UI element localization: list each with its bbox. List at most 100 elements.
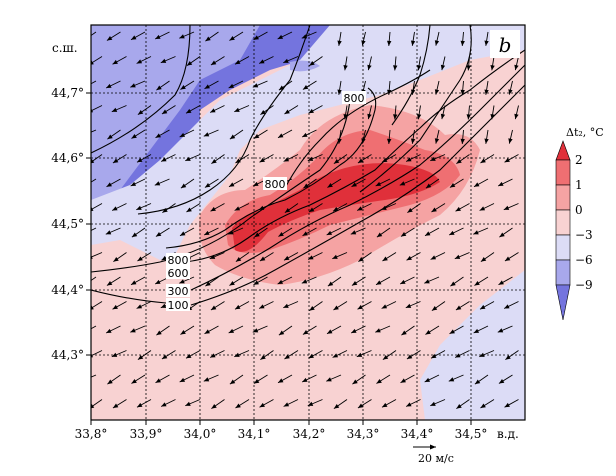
wind-vector-head (333, 159, 340, 164)
wind-vector-head (107, 379, 113, 385)
wind-vector-head (357, 206, 363, 211)
wind-vector-head (350, 230, 357, 235)
wind-vector-head (131, 378, 137, 384)
contour-label-600: 600 (168, 267, 189, 280)
lat-tick-label: 44,4° (51, 283, 84, 297)
wind-vector-head (393, 65, 398, 71)
cold-zone-mid (91, 25, 260, 205)
colorbar-band (555, 159, 571, 186)
wind-vector-head (235, 257, 242, 262)
colorbar-top-triangle (555, 140, 571, 161)
wind-vector-head (91, 404, 95, 409)
wind-vector-head (375, 328, 381, 333)
wind-vector-head (277, 279, 284, 285)
colorbar-level-label: −3 (575, 228, 593, 242)
colorbar-band (555, 259, 571, 286)
contour-label-300: 300 (168, 285, 189, 298)
wind-vector-head (252, 83, 259, 88)
wind-vector (91, 178, 97, 183)
wind-vector-head (111, 352, 118, 357)
wind-vector-head (434, 40, 440, 46)
wind-vector-head (326, 230, 333, 236)
wind-vector-head (375, 181, 382, 187)
colorbar-level-label: −6 (575, 253, 593, 267)
panel-label: b (499, 33, 512, 57)
wind-vector (91, 276, 97, 282)
wind-vector-head (474, 379, 481, 385)
wind-vector-head (351, 280, 358, 286)
wind-vector-head (406, 255, 412, 261)
wind-vector (91, 227, 97, 231)
wind-vector-head (82, 231, 87, 235)
wind-vector-head (490, 65, 495, 71)
wind-vector-head (259, 157, 265, 163)
wind-vector-head (357, 403, 364, 408)
wind-vector-head (254, 232, 260, 238)
wind-vectors (82, 31, 519, 410)
wind-vector-head (228, 83, 235, 89)
wind-vector-head (449, 230, 455, 236)
wind-vector-head (234, 352, 240, 357)
cold-zone-southeast (420, 270, 525, 420)
wind-vector-head (91, 159, 95, 164)
vector-scale-label: 20 м/с (418, 452, 454, 465)
lon-ticks (90, 420, 472, 425)
lat-tick-label: 44,7° (51, 86, 84, 100)
wind-vector-head (484, 138, 489, 144)
wind-vector-head (449, 182, 456, 188)
wind-vector-head (376, 280, 382, 285)
wind-vector-head (111, 107, 118, 112)
colorbar-level-label: −9 (575, 278, 593, 292)
wind-vector (91, 105, 103, 112)
wind-vector-head (382, 402, 388, 408)
wind-vector-head (424, 279, 430, 284)
wind-vector (91, 301, 103, 309)
wind-vector-head (416, 114, 422, 120)
wind-vector-head (498, 280, 504, 285)
wind-vector-head (179, 377, 186, 383)
wind-vector-head (278, 133, 284, 138)
wind-vector-head (137, 402, 143, 408)
wind-vector-head (106, 328, 112, 334)
wind-vector-head (185, 156, 191, 161)
colorbar: Δt₂, °C 2 1 0 −3 −6 −9 (555, 126, 604, 321)
wind-vector-head (302, 132, 308, 138)
wind-vector-head (358, 257, 364, 262)
wind-vector-head (455, 305, 462, 310)
wind-vector-head (136, 304, 143, 309)
wind-vector-head (253, 181, 259, 187)
wind-vector-head (425, 231, 431, 236)
lat-ticks (86, 92, 91, 356)
wind-vector-head (308, 255, 314, 260)
wind-vector-head (352, 379, 358, 385)
colorbar-level-label: 2 (575, 153, 583, 167)
wind-vector-head (179, 132, 186, 138)
wind-vector-head (480, 403, 486, 408)
wind-vector-head (337, 40, 342, 46)
wind-vector-head (498, 378, 505, 384)
wind-vector-head (343, 65, 348, 71)
wind-vector-head (400, 378, 406, 383)
wind-vector-head (474, 182, 480, 187)
wind-vector-head (480, 158, 486, 163)
wind-vector-head (455, 206, 461, 212)
lon-tick-label: 33,8° (75, 427, 108, 441)
colorbar-band (555, 209, 571, 236)
wind-vector-head (455, 353, 461, 358)
wind-vector-head (161, 402, 167, 407)
wind-vector-head (449, 329, 455, 334)
colorbar-level-label: 0 (575, 203, 583, 217)
wind-vector-head (460, 89, 465, 95)
wind-vector-head (283, 303, 289, 308)
contour-line-3 (137, 25, 311, 215)
vector-scale: 20 м/с (413, 444, 454, 465)
wind-vector-head (498, 181, 504, 187)
wind-vector-head (106, 35, 113, 41)
wind-vector-head (204, 230, 210, 236)
wind-vector-head (203, 377, 210, 382)
wind-vector-head (484, 40, 489, 46)
wind-vector-head (508, 138, 513, 144)
lat-tick-label: 44,6° (51, 151, 84, 165)
wind-vector-head (154, 181, 161, 186)
